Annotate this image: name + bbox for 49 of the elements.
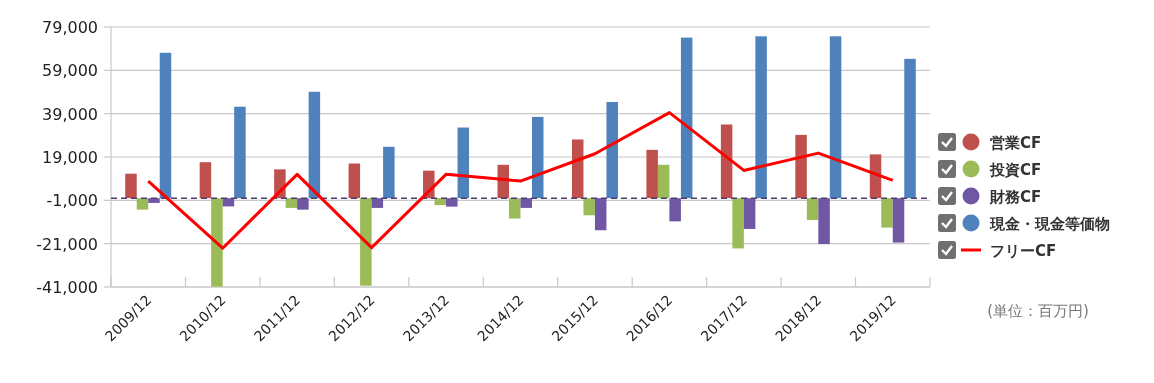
bar (520, 198, 532, 208)
bar (680, 37, 693, 199)
bar (371, 198, 384, 208)
bar (606, 101, 618, 199)
bar (594, 198, 607, 231)
y-tick-label: -21,000 (36, 234, 98, 254)
bar (348, 163, 361, 199)
bar (646, 149, 658, 199)
bar (795, 134, 807, 199)
y-tick-label: -41,000 (36, 278, 98, 297)
bar (532, 116, 544, 199)
bar (732, 198, 744, 249)
bar (308, 91, 321, 199)
legend-label: 現金・現金等価物 (989, 215, 1110, 233)
y-tick-label: -1,000 (46, 191, 98, 211)
y-tick-label: 79,000 (42, 18, 98, 37)
y-tick-label: 59,000 (42, 61, 98, 81)
bar (904, 58, 916, 199)
bar (571, 139, 584, 199)
legend-label: 営業CF (990, 134, 1042, 152)
bar (829, 36, 842, 199)
bar (657, 164, 670, 199)
bar (583, 198, 595, 216)
bar (159, 52, 172, 199)
bar (755, 36, 767, 199)
bar (509, 198, 521, 219)
bar (360, 198, 372, 286)
bar (806, 198, 819, 221)
bar (136, 198, 149, 210)
bar (125, 173, 137, 199)
bar (234, 106, 246, 199)
text: (単位：百万円) (987, 302, 1089, 320)
y-tick-label: 19,000 (42, 148, 98, 167)
legend-label: フリーCF (990, 242, 1057, 260)
bar (446, 198, 458, 207)
bar (297, 198, 309, 210)
legend-label: 投資CF (989, 161, 1042, 179)
bar (457, 127, 470, 199)
bar (669, 198, 681, 222)
bar (818, 198, 830, 245)
bar (285, 198, 298, 208)
bar (199, 162, 212, 199)
bar (892, 198, 905, 243)
bar (743, 198, 756, 229)
y-tick-label: 39,000 (42, 104, 98, 124)
bar (881, 198, 893, 228)
bar (383, 146, 395, 199)
legend-label: 財務CF (989, 188, 1042, 206)
bar (211, 198, 223, 287)
